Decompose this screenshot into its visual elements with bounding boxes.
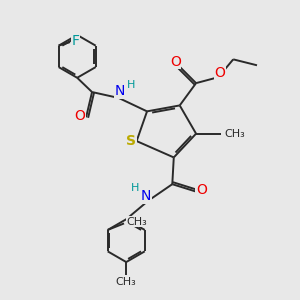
Text: O: O <box>75 109 86 123</box>
Text: O: O <box>214 66 225 80</box>
Text: CH₃: CH₃ <box>116 277 136 287</box>
Text: CH₃: CH₃ <box>224 129 245 139</box>
Text: O: O <box>196 183 207 197</box>
Text: N: N <box>115 84 125 98</box>
Text: S: S <box>126 134 136 148</box>
Text: CH₃: CH₃ <box>126 217 147 227</box>
Text: F: F <box>71 34 79 48</box>
Text: N: N <box>141 189 151 203</box>
Text: O: O <box>170 55 181 69</box>
Text: H: H <box>127 80 136 90</box>
Text: H: H <box>131 183 139 193</box>
